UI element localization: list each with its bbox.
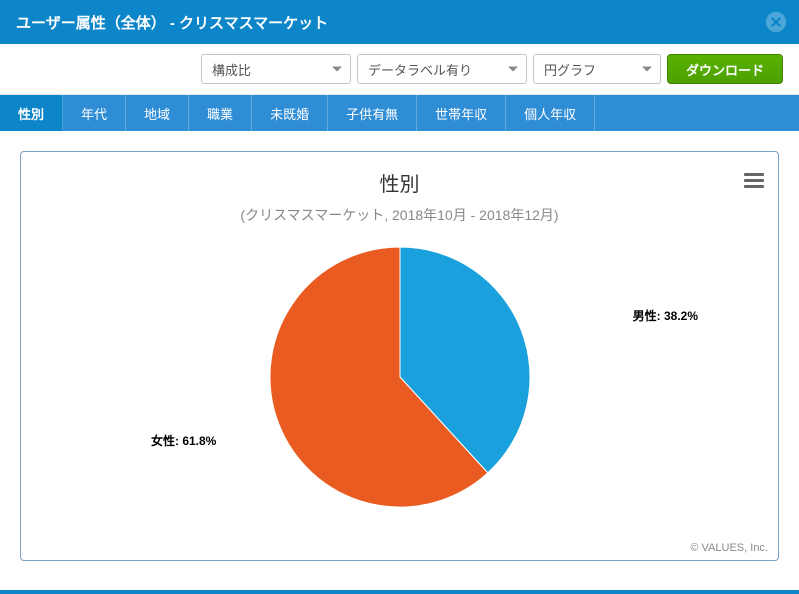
tab-7[interactable]: 個人年収	[506, 95, 595, 131]
ratio-select[interactable]: 構成比	[201, 54, 351, 84]
chart-title: 性別	[21, 152, 778, 197]
charttype-select-value: 円グラフ	[544, 60, 596, 79]
chart-subtitle: (クリスマスマーケット, 2018年10月 - 2018年12月)	[21, 197, 778, 225]
chevron-down-icon	[508, 67, 518, 72]
content-area: 性別 (クリスマスマーケット, 2018年10月 - 2018年12月) 男性:…	[0, 131, 799, 581]
datalabel-select[interactable]: データラベル有り	[357, 54, 527, 84]
ratio-select-value: 構成比	[212, 60, 251, 79]
slice-label-male: 男性: 38.2%	[633, 307, 698, 324]
chevron-down-icon	[642, 67, 652, 72]
window-title: ユーザー属性（全体） - クリスマスマーケット	[16, 12, 328, 33]
tab-2[interactable]: 地域	[126, 95, 189, 131]
tab-1[interactable]: 年代	[63, 95, 126, 131]
chevron-down-icon	[332, 67, 342, 72]
slice-label-female: 女性: 61.8%	[151, 432, 216, 449]
chart-menu-icon[interactable]	[744, 170, 764, 191]
tab-0[interactable]: 性別	[0, 95, 63, 131]
toolbar: 構成比 データラベル有り 円グラフ ダウンロード	[0, 44, 799, 95]
tab-6[interactable]: 世帯年収	[417, 95, 506, 131]
charttype-select[interactable]: 円グラフ	[533, 54, 661, 84]
tab-4[interactable]: 未既婚	[252, 95, 328, 131]
bottom-accent	[0, 590, 799, 594]
titlebar: ユーザー属性（全体） - クリスマスマーケット	[0, 0, 799, 44]
pie-chart	[265, 242, 535, 512]
tab-3[interactable]: 職業	[189, 95, 252, 131]
chart-credit: © VALUES, Inc.	[690, 542, 768, 554]
datalabel-select-value: データラベル有り	[368, 60, 472, 79]
download-button-label: ダウンロード	[686, 60, 764, 79]
close-icon[interactable]	[765, 11, 787, 33]
tab-5[interactable]: 子供有無	[328, 95, 417, 131]
download-button[interactable]: ダウンロード	[667, 54, 783, 84]
tabs: 性別年代地域職業未既婚子供有無世帯年収個人年収	[0, 95, 799, 131]
chart-card: 性別 (クリスマスマーケット, 2018年10月 - 2018年12月) 男性:…	[20, 151, 779, 561]
